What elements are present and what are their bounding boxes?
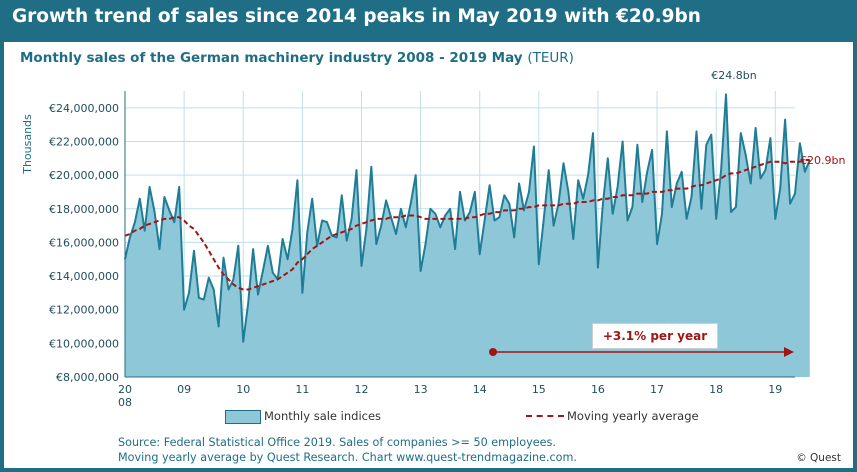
x-tick-label: 15 bbox=[532, 383, 546, 396]
legend-area-swatch bbox=[225, 410, 261, 424]
x-tick-label: 16 bbox=[591, 383, 605, 396]
chart-subtitle: Monthly sales of the German machinery in… bbox=[20, 50, 574, 66]
subtitle-text: Monthly sales of the German machinery in… bbox=[20, 50, 523, 66]
legend-average-swatch bbox=[526, 415, 564, 417]
x-tick-label: 09 bbox=[177, 383, 191, 396]
x-tick-label: 18 bbox=[709, 383, 723, 396]
x-tick-label: 19 bbox=[768, 383, 782, 396]
x-tick-label: 14 bbox=[473, 383, 487, 396]
footer-method: Moving yearly average by Quest Research.… bbox=[118, 451, 577, 464]
y-tick-label: €12,000,000 bbox=[49, 304, 119, 317]
y-tick-label: €8,000,000 bbox=[56, 371, 119, 384]
subtitle-unit: (TEUR) bbox=[527, 50, 574, 66]
moving-average-line bbox=[124, 159, 810, 291]
y-tick-label: €20,000,000 bbox=[49, 169, 119, 182]
monthly-sales-line bbox=[124, 93, 811, 343]
y-tick-label: €14,000,000 bbox=[49, 270, 119, 283]
y-tick-label: €18,000,000 bbox=[49, 203, 119, 216]
x-tick-sublabel: 08 bbox=[118, 396, 132, 409]
y-tick-label: €24,000,000 bbox=[49, 102, 119, 115]
x-tick-label: 17 bbox=[650, 383, 664, 396]
x-tick-label: 12 bbox=[354, 383, 368, 396]
x-tick-label: 20 bbox=[118, 383, 132, 396]
y-axis-title: Thousands bbox=[21, 114, 34, 175]
x-tick-label: 10 bbox=[236, 383, 250, 396]
y-tick-label: €16,000,000 bbox=[49, 236, 119, 249]
growth-arrow-head bbox=[784, 347, 794, 357]
header-title: Growth trend of sales since 2014 peaks i… bbox=[12, 6, 701, 27]
legend-area-label: Monthly sale indices bbox=[264, 409, 382, 423]
y-tick-label: €10,000,000 bbox=[49, 337, 119, 350]
growth-annotation: +3.1% per year bbox=[592, 323, 718, 349]
last-value-label: €20.9bn bbox=[800, 154, 845, 167]
footer-source: Source: Federal Statistical Office 2019.… bbox=[118, 436, 556, 449]
peak-label: €24.8bn bbox=[711, 69, 756, 82]
legend-average-label: Moving yearly average bbox=[567, 409, 699, 423]
x-tick-label: 11 bbox=[295, 383, 309, 396]
x-tick-label: 13 bbox=[414, 383, 428, 396]
copyright: © Quest bbox=[796, 452, 841, 464]
y-tick-label: €22,000,000 bbox=[49, 135, 119, 148]
